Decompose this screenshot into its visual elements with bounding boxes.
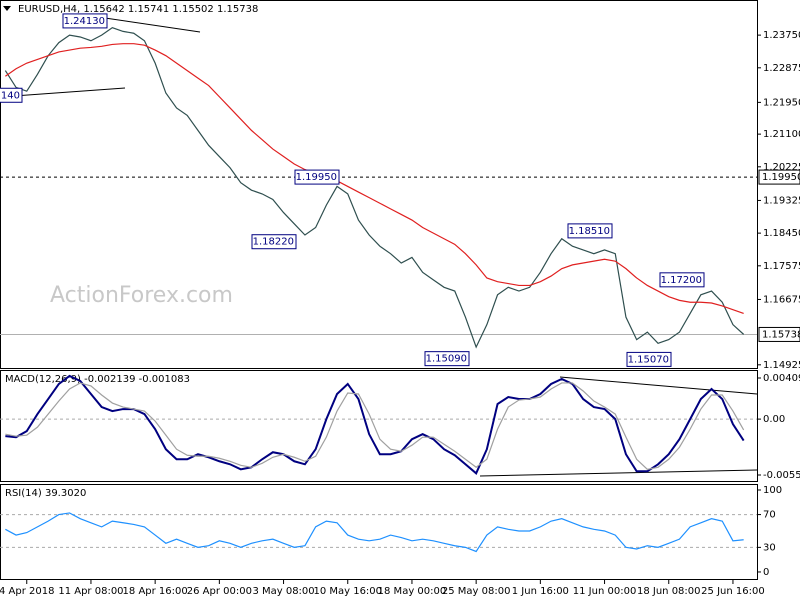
series-line xyxy=(4,26,745,349)
chart-title: EURUSD,H4, 1.15642 1.15741 1.15502 1.157… xyxy=(18,4,258,15)
y-tick-label: -0.005568 xyxy=(763,470,800,481)
y-tick-label: 1.20225 xyxy=(763,162,800,173)
price-annotation: 1.24130 xyxy=(62,13,108,29)
trendlines xyxy=(0,17,758,477)
x-tick-label: 10 May 16:00 xyxy=(313,586,382,597)
y-tick-label: 1.19325 xyxy=(763,195,800,206)
annotation-box xyxy=(0,87,23,103)
annotation-label: 1.24130 xyxy=(64,16,105,27)
y-tick-label: 1.23750 xyxy=(763,30,800,41)
price-annotation: 1.18220 xyxy=(251,234,297,250)
annotation-label: 1.15070 xyxy=(628,354,669,365)
annotation-box xyxy=(62,13,108,29)
annotation-box xyxy=(567,223,613,239)
menu-arrow[interactable] xyxy=(3,6,11,11)
price-annotation: 1.15090 xyxy=(424,351,470,367)
x-tick-label: 18 Apr 16:00 xyxy=(123,586,188,597)
x-tick-label: 11 Apr 08:00 xyxy=(58,586,123,597)
reference-label: 1.19950 xyxy=(762,172,800,183)
series-line xyxy=(5,43,744,315)
y-tick-label: 0.00 xyxy=(763,414,785,425)
reference-label-box xyxy=(758,169,800,185)
rsi-panel xyxy=(0,484,758,580)
annotation-label: 1.18220 xyxy=(253,237,294,248)
trendline xyxy=(559,376,758,395)
x-tick-label: 25 May 08:00 xyxy=(442,586,511,597)
price-annotation: 1.17200 xyxy=(659,272,705,288)
annotation-label: 140 xyxy=(1,90,20,101)
x-tick-label: 3 May 08:00 xyxy=(252,586,314,597)
annotation-label: 1.18510 xyxy=(569,226,610,237)
x-tick-label: 1 Jun 16:00 xyxy=(512,586,569,597)
x-tick-label: 11 Jun 00:00 xyxy=(573,586,637,597)
watermark: ActionForex.com xyxy=(50,283,233,308)
x-tick-label: 18 May 00:00 xyxy=(378,586,447,597)
x-tick-label: 18 Jun 08:00 xyxy=(637,586,701,597)
annotation-label: 1.19950 xyxy=(296,172,337,183)
y-tick-label: 0.004094 xyxy=(763,373,800,384)
current-price-box xyxy=(758,326,800,342)
trendline xyxy=(479,469,758,477)
y-tick-label: 1.17575 xyxy=(763,261,800,272)
price-annotation: 1.18510 xyxy=(567,223,613,239)
annotation-box xyxy=(424,351,470,367)
y-tick-label: 30 xyxy=(763,542,776,553)
trendline xyxy=(104,17,201,33)
series-line xyxy=(5,374,745,475)
y-tick-label: 0 xyxy=(763,567,769,578)
x-tick-label: 26 Apr 00:00 xyxy=(187,586,252,597)
price-annotation: 140 xyxy=(0,87,23,103)
y-tick-label: 1.21100 xyxy=(763,129,800,140)
y-tick-label: 70 xyxy=(763,510,776,521)
x-tick-label: 4 Apr 2018 xyxy=(0,586,54,597)
annotation-label: 1.17200 xyxy=(661,275,702,286)
y-tick-label: 1.21950 xyxy=(763,97,800,108)
series-line xyxy=(5,512,744,553)
price-panel xyxy=(0,0,758,369)
annotation-box xyxy=(626,351,672,367)
price-annotation: 1.19950 xyxy=(294,169,340,185)
y-tick-label: 1.16675 xyxy=(763,294,800,305)
rsi-title: RSI(14) 39.3020 xyxy=(5,488,86,499)
x-tick-label: 25 Jun 16:00 xyxy=(701,586,765,597)
price-annotation: 1.15070 xyxy=(626,351,672,367)
current-price-label: 1.15738 xyxy=(762,329,800,340)
y-tick-label: 100 xyxy=(763,485,782,496)
y-tick-label: 1.22875 xyxy=(763,63,800,74)
macd-panel xyxy=(0,370,758,482)
y-tick-label: 1.14925 xyxy=(763,360,800,371)
annotation-box xyxy=(659,272,705,288)
annotation-label: 1.15090 xyxy=(426,354,467,365)
macd-title: MACD(12,26,9) -0.002139 -0.001083 xyxy=(5,374,190,385)
annotation-box xyxy=(251,234,297,250)
y-tick-label: 1.18450 xyxy=(763,228,800,239)
series-line xyxy=(5,382,745,470)
annotation-box xyxy=(294,169,340,185)
